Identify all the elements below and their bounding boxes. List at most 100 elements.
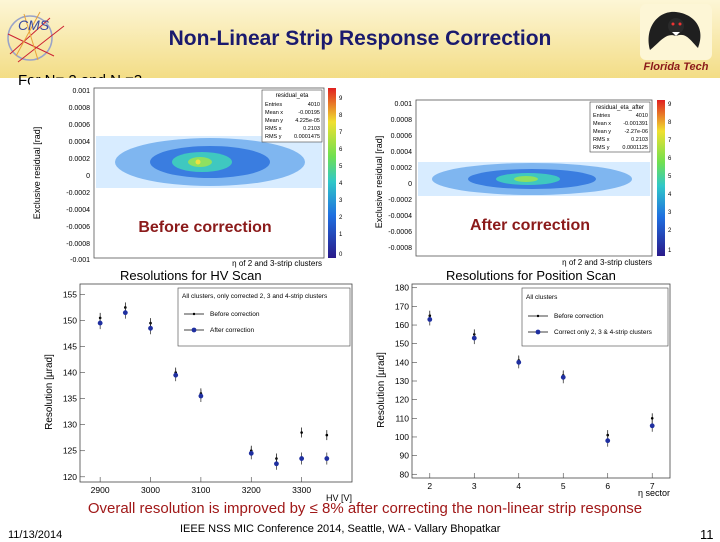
pos-legend-after-marker [535,329,541,335]
title-banner [0,0,720,78]
pos-xticks: 2 3 4 5 6 7 [427,473,655,491]
pos-marks [427,310,655,447]
hv-xtick-label: 3000 [141,485,160,495]
pos-legend-header: All clusters [526,294,558,301]
ytick: -0.001 [70,257,90,264]
pos-ytick-label: 170 [395,301,409,311]
stats-value: 0.2103 [303,126,320,132]
hv-xticks: 2900 3000 3100 3200 3300 [91,477,311,495]
hv-after-point [248,450,254,456]
stats-box-after [589,101,651,153]
pos-ytick-label: 90 [400,451,410,461]
stats-key: Mean x [265,110,283,116]
stats-value: 4010 [308,102,320,108]
ytick: -0.0008 [66,241,90,248]
ytick: 0.0006 [391,133,413,140]
heatmap-after-zticks: 9 8 7 6 5 4 3 2 1 [668,102,672,254]
ztick: 7 [339,130,343,136]
ztick: 9 [668,102,672,108]
stats-key: Mean x [593,121,611,127]
ytick: 0.0008 [391,117,413,124]
footer-date: 11/13/2014 [8,529,63,541]
hv-xtick-label: 3300 [292,485,311,495]
hv-scan-chart: Resolution [µrad] 1551501451401351301251… [44,283,353,503]
hv-xtick-label: 3100 [191,485,210,495]
ztick: 1 [668,248,672,254]
ytick: 0.0004 [391,149,413,156]
pos-xtick-label: 4 [516,481,521,491]
stats-key: Mean y [593,129,611,135]
hv-ytick-label: 145 [63,342,77,352]
pos-xtick-label: 3 [472,481,477,491]
pos-xlabel: η sector [638,488,670,498]
hv-after-point [299,456,305,461]
heatmap-before-xlabel: η of 2 and 3-strip clusters [232,259,322,268]
ytick: -0.0004 [388,213,412,220]
pos-ylabel: Resolution [µrad] [376,352,387,428]
ytick: 0.0004 [69,139,91,146]
hv-after-point [173,372,179,378]
ytick: -0.0006 [66,224,90,231]
ztick: 6 [668,156,672,162]
ztick: 4 [668,192,672,198]
pos-after-point [516,359,522,365]
hv-legend-before: Before correction [210,311,260,318]
pos-legend-before-marker [536,314,540,318]
ytick: 0.0002 [69,156,91,163]
hv-xtick-label: 3200 [242,485,261,495]
ztick: 6 [339,147,343,153]
ytick: -0.0004 [66,207,90,214]
ytick: 0.0002 [391,165,413,172]
ztick: 1 [339,232,343,238]
ytick: 0 [86,173,90,180]
hv-before-point [325,433,329,437]
stats-value: 4010 [636,113,648,119]
heatmap-before: Exclusive residual [rad] 0.001 0.0008 0.… [30,78,355,268]
hv-after-point [198,393,204,399]
heatmap-before-ylabel: Exclusive residual [rad] [32,127,42,220]
pos-ytick-label: 140 [395,357,409,367]
ytick: 0.0006 [69,122,91,129]
stats-key: RMS y [265,134,282,140]
hv-xtick-label: 2900 [91,485,110,495]
footer-conference: IEEE NSS MIC Conference 2014, Seattle, W… [180,523,501,535]
heatmap-after-xlabel: η of 2 and 3-strip clusters [562,258,652,267]
hv-legend-after-marker [191,327,197,333]
hv-ytick-label: 125 [63,446,77,456]
position-scan-caption: Resolutions for Position Scan [446,268,616,283]
hv-ytick-label: 155 [63,289,77,299]
ztick: 2 [339,215,343,221]
stats-title: residual_eta_after [596,105,644,111]
conclusion-text: Overall resolution is improved by ≤ 8% a… [87,500,643,517]
pos-ytick-label: 100 [395,432,409,442]
pos-ytick-label: 150 [395,339,409,349]
ytick: 0.001 [72,88,90,95]
pos-legend-before: Before correction [554,313,604,320]
stats-value: 0.0001475 [294,134,320,140]
stats-box-before [261,89,323,143]
hv-scan-caption: Resolutions for HV Scan [120,268,262,283]
stats-key: Mean y [265,118,283,124]
hv-after-point [148,325,153,331]
stats-value: 4.225e-05 [295,118,320,124]
ytick: -0.0006 [388,229,412,236]
ztick: 2 [668,228,672,234]
heatmap-after-yticks: 0.001 0.0008 0.0006 0.0004 0.0002 0 -0.0… [388,101,412,252]
hv-after-point [97,320,103,326]
ytick: 0.0008 [69,105,91,112]
pos-ytick-label: 180 [395,283,409,293]
hv-ytick-label: 130 [63,420,77,430]
hv-ytick-label: 135 [63,394,77,404]
page-number: 11 [700,527,714,542]
stats-key: RMS y [593,145,610,151]
pos-ytick-label: 160 [395,320,409,330]
ztick: 4 [339,181,343,187]
hv-legend-before-marker [192,312,196,316]
stats-key: RMS x [593,137,610,143]
hv-plot-frame [79,283,353,483]
pos-xtick-label: 2 [427,481,432,491]
ytick: 0 [408,181,412,188]
hv-after-point [274,461,279,467]
florida-tech-logo: Florida Tech [640,4,712,73]
pos-ytick-label: 110 [395,413,409,423]
